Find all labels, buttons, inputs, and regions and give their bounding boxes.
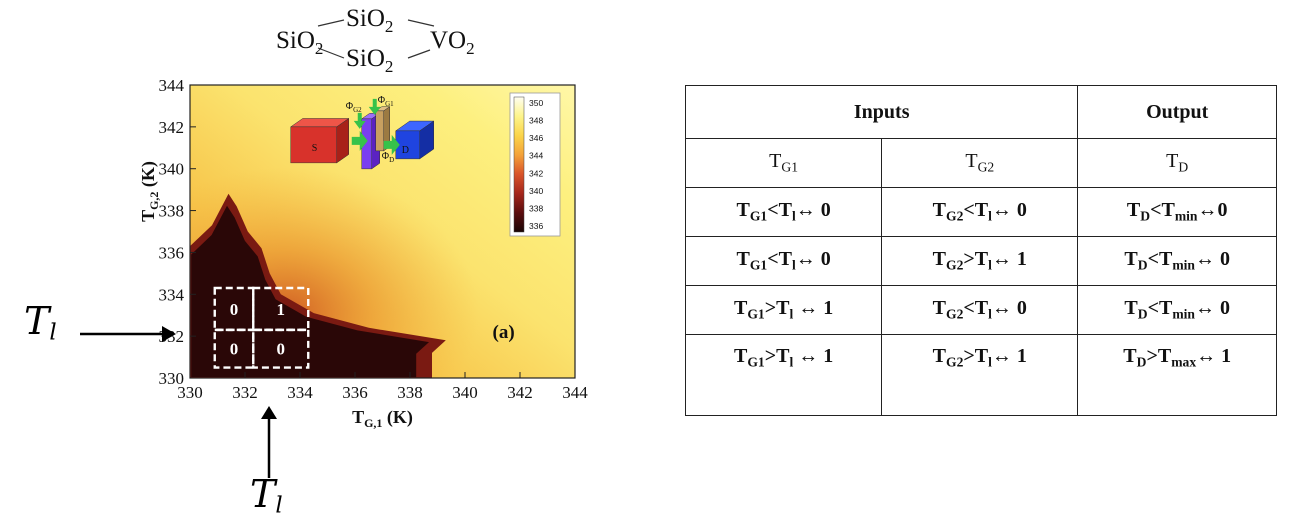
tl-bottom-label: Tl bbox=[250, 472, 283, 519]
formula-left: SiO2 bbox=[276, 27, 323, 58]
gate-cell-value: 0 bbox=[230, 340, 239, 359]
table-row: TG1<Tl↔ 0 TG2>Tl↔ 1 TD<Tmin↔ 0 bbox=[684, 236, 1277, 286]
source-label: S bbox=[312, 143, 318, 154]
formula-graphic: SiO2 SiO2 SiO2 VO2 bbox=[276, 5, 475, 76]
table-cell: TD<Tmin↔ 0 bbox=[1077, 285, 1277, 335]
y-tick-label: 330 bbox=[159, 369, 185, 388]
table-cell: TD>Tmax↔ 1 bbox=[1077, 334, 1277, 416]
heatmap-svg: 0 1 0 0 S D ΦG1 ΦG2 ΦD 350 348 346 344 342 340 338 336… bbox=[138, 76, 588, 430]
colorbar-tick-label: 344 bbox=[529, 151, 543, 161]
gate-cell-value: 1 bbox=[277, 300, 286, 319]
x-tick-label: 344 bbox=[562, 383, 588, 402]
table-variable-row: TG1 TG2 TD bbox=[684, 138, 1277, 188]
flux-arrow-icon bbox=[383, 134, 400, 155]
table-cell: TG1>Tl ↔ 1 bbox=[684, 334, 883, 416]
colorbar-tick-label: 342 bbox=[529, 168, 543, 178]
column-tg1: TG1 bbox=[684, 138, 883, 188]
y-tick-label: 334 bbox=[159, 285, 185, 304]
x-tick-label: 338 bbox=[397, 383, 423, 402]
colorbar-tick-label: 336 bbox=[529, 221, 543, 231]
arrow-up-icon bbox=[257, 405, 281, 480]
table-cell: TG2>Tl↔ 1 bbox=[881, 236, 1079, 286]
y-tick-label: 338 bbox=[159, 202, 185, 221]
header-output: Output bbox=[1077, 85, 1277, 139]
flux-arrow-icon bbox=[368, 98, 381, 115]
x-tick-label: 336 bbox=[342, 383, 368, 402]
axes: 3303323343363383403423443303323343363383… bbox=[138, 76, 588, 430]
gate-cell-0 bbox=[213, 286, 255, 332]
table-row: TG1>Tl ↔ 1 TG2<Tl↔ 0 TD<Tmin↔ 0 bbox=[684, 285, 1277, 335]
tl-left-label: Tl bbox=[24, 299, 57, 346]
formula-bottom: SiO2 bbox=[346, 45, 393, 76]
colorbar: 350 348 346 344 342 340 338 336 bbox=[509, 92, 561, 237]
table-cell: TG1>Tl ↔ 1 bbox=[684, 285, 883, 335]
flux-arrow-icon bbox=[351, 130, 368, 151]
table-row: TG1>Tl ↔ 1 TG2>Tl↔ 1 TD>Tmax↔ 1 bbox=[684, 334, 1277, 416]
column-td: TD bbox=[1077, 138, 1277, 188]
formula-top: SiO2 bbox=[346, 5, 393, 36]
x-tick-label: 340 bbox=[452, 383, 478, 402]
formula-right: VO2 bbox=[430, 27, 475, 58]
x-tick-label: 334 bbox=[287, 383, 313, 402]
panel-label: (a) bbox=[493, 322, 515, 343]
x-tick-label: 342 bbox=[507, 383, 533, 402]
colorbar-tick-label: 338 bbox=[529, 203, 543, 213]
y-tick-label: 342 bbox=[159, 118, 185, 137]
y-tick-label: 340 bbox=[159, 160, 185, 179]
source-block bbox=[289, 117, 350, 164]
y-axis-title: TG,2 (K) bbox=[138, 161, 161, 222]
x-tick-label: 330 bbox=[177, 383, 203, 402]
y-tick-label: 336 bbox=[159, 243, 185, 262]
table-cell: TD<Tmin↔ 0 bbox=[1077, 236, 1277, 286]
colorbar-tick-label: 348 bbox=[529, 116, 543, 126]
colorbar-tick-label: 350 bbox=[529, 98, 543, 108]
heatmap-low-region bbox=[191, 205, 429, 378]
table-cell: TG2>Tl↔ 1 bbox=[881, 334, 1079, 416]
x-axis-title: TG,1 (K) bbox=[352, 407, 413, 430]
table-cell: TG1<Tl↔ 0 bbox=[684, 187, 883, 237]
device-inset: S D ΦG1 ΦG2 ΦD bbox=[289, 95, 435, 170]
arrow-right-icon bbox=[78, 322, 178, 346]
flux-arrow-icon bbox=[353, 112, 366, 129]
drain-label: D bbox=[402, 145, 409, 156]
header-inputs: Inputs bbox=[684, 85, 1079, 139]
gate-cell-value: 0 bbox=[230, 300, 239, 319]
y-tick-label: 344 bbox=[159, 76, 185, 95]
material-stack-formula: SiO2 SiO2 SiO2 VO2 bbox=[270, 0, 510, 80]
temperature-heatmap: 0 1 0 0 S D ΦG1 ΦG2 ΦD 350 348 346 344 342 340 338 336… bbox=[138, 75, 600, 435]
drain-flux-label: ΦD bbox=[382, 151, 394, 164]
table-cell: TG2<Tl↔ 0 bbox=[881, 285, 1079, 335]
colorbar-scale bbox=[513, 96, 525, 233]
table-cell: TG2<Tl↔ 0 bbox=[881, 187, 1079, 237]
truth-table: Inputs Output TG1 TG2 TD TG1<Tl↔ 0 TG2<T… bbox=[684, 85, 1277, 416]
gate-cell-3 bbox=[252, 328, 310, 369]
table-header-row: Inputs Output bbox=[684, 85, 1277, 139]
plot-frame bbox=[189, 84, 576, 379]
table-row: TG1<Tl↔ 0 TG2<Tl↔ 0 TD<Tmin↔0 bbox=[684, 187, 1277, 237]
table-cell: TG1<Tl↔ 0 bbox=[684, 236, 883, 286]
gate-cell-value: 0 bbox=[277, 340, 286, 359]
gate-film bbox=[374, 106, 391, 152]
drain-block bbox=[394, 120, 435, 160]
table-cell: TD<Tmin↔0 bbox=[1077, 187, 1277, 237]
x-tick-label: 332 bbox=[232, 383, 258, 402]
gate2-flux-label: ΦG2 bbox=[346, 101, 362, 114]
column-tg2: TG2 bbox=[881, 138, 1079, 188]
colorbar-tick-label: 340 bbox=[529, 186, 543, 196]
gate1-flux-label: ΦG1 bbox=[378, 95, 394, 108]
colorbar-tick-label: 346 bbox=[529, 133, 543, 143]
